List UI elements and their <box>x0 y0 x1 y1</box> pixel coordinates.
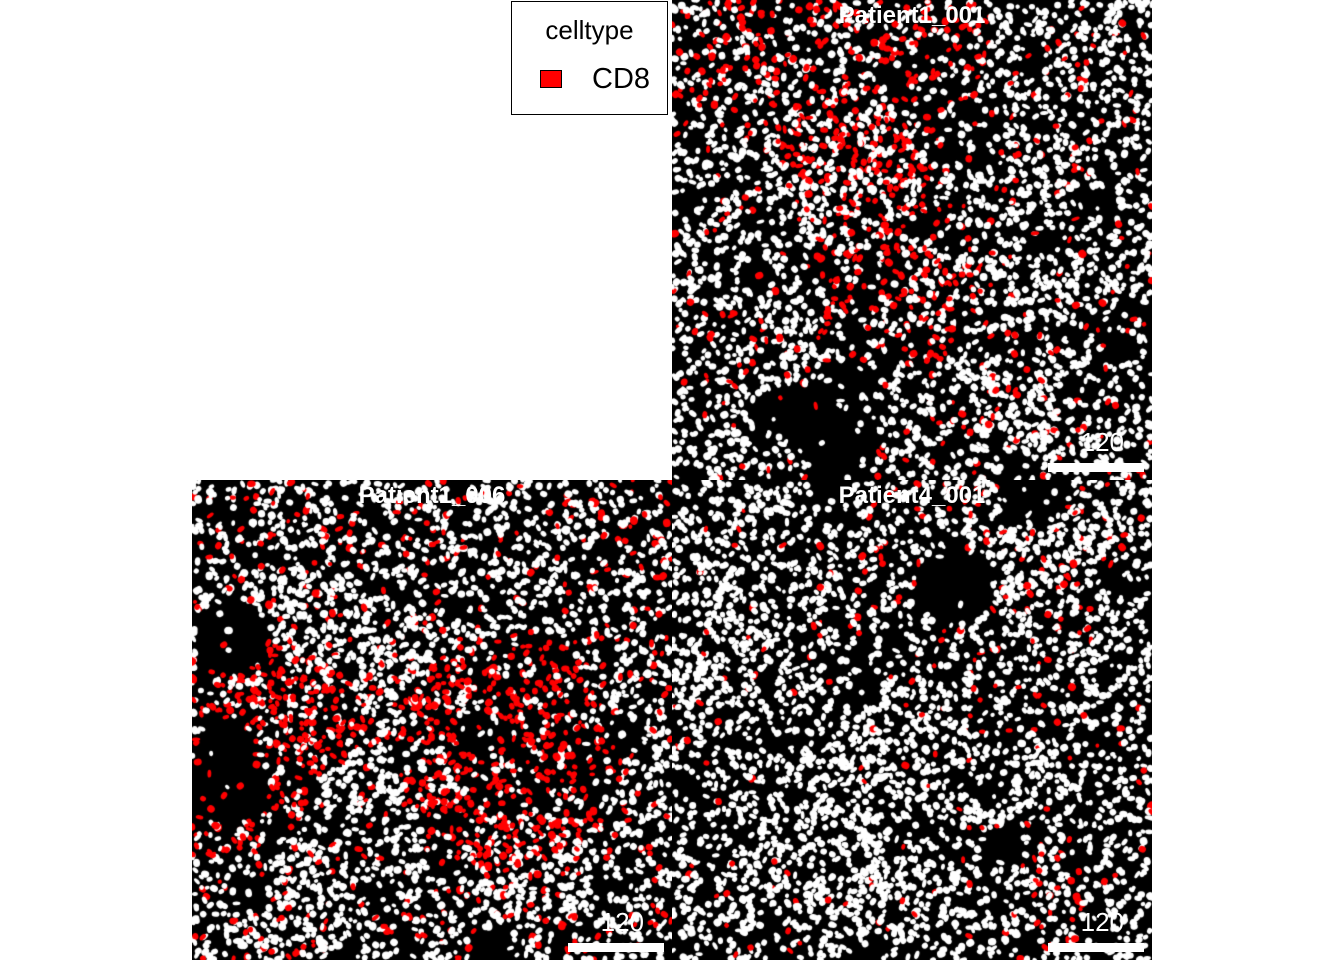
legend-label-cd8: CD8 <box>592 63 651 95</box>
scale-bar-label: 120 <box>1080 907 1124 937</box>
scale-bar <box>1048 943 1144 952</box>
scale-bar <box>1048 463 1144 472</box>
legend-title: celltype <box>545 15 634 45</box>
cell-mask-canvas <box>672 0 1152 480</box>
image-panel-patient1-001: Patient1_001 120 <box>672 0 1152 480</box>
cell-mask-canvas <box>192 480 672 960</box>
panel-title: Patient1_001 <box>838 2 986 29</box>
image-panel-patient4-001: Patient4_001 120 <box>672 480 1152 960</box>
scale-bar-label: 120 <box>1080 427 1124 457</box>
legend-swatch-cd8 <box>540 70 562 88</box>
panel-title: Patient1_006 <box>358 482 506 509</box>
legend: celltype CD8 <box>511 1 668 115</box>
image-panel-patient1-006: Patient1_006 120 <box>192 480 672 960</box>
scale-bar <box>568 943 664 952</box>
cell-mask-canvas <box>672 480 1152 960</box>
panel-title: Patient4_001 <box>838 482 986 509</box>
scale-bar-label: 120 <box>600 907 644 937</box>
